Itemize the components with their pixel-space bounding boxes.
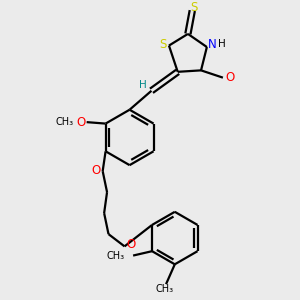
- Text: H: H: [140, 80, 147, 90]
- Text: O: O: [77, 116, 86, 129]
- Text: O: O: [126, 238, 136, 251]
- Text: CH₃: CH₃: [106, 250, 124, 261]
- Text: O: O: [91, 164, 101, 177]
- Text: S: S: [159, 38, 166, 51]
- Text: S: S: [190, 1, 197, 13]
- Text: N: N: [208, 38, 217, 51]
- Text: O: O: [226, 71, 235, 84]
- Text: H: H: [218, 39, 226, 49]
- Text: CH₃: CH₃: [155, 284, 174, 294]
- Text: CH₃: CH₃: [56, 117, 74, 127]
